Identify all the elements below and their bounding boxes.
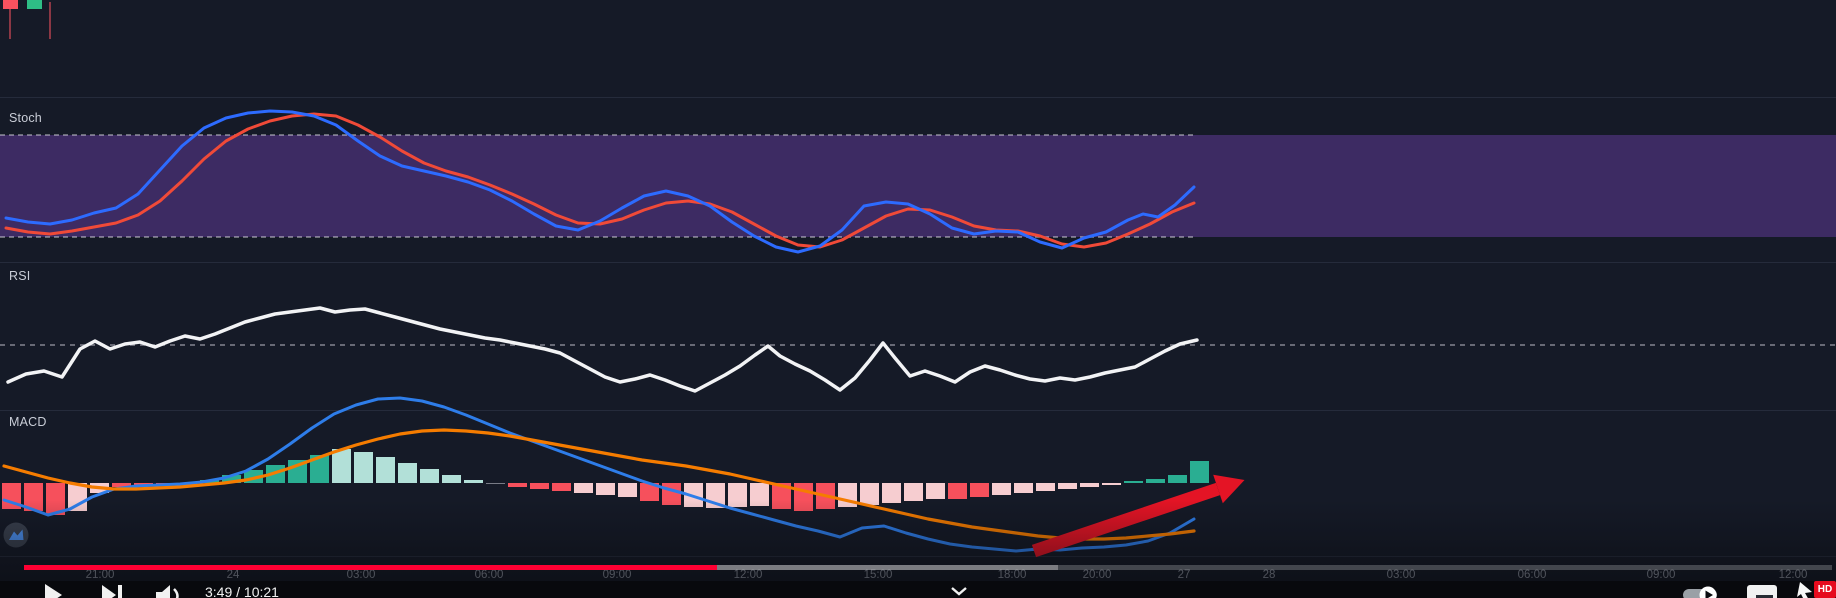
macd-histogram-bar (1036, 483, 1055, 491)
progress-buffered (717, 565, 1058, 570)
macd-histogram-bar (1146, 479, 1165, 483)
macd-histogram-bar (596, 483, 615, 495)
macd-histogram-bar (442, 475, 461, 483)
macd-histogram-bar (662, 483, 681, 505)
candle-body (27, 0, 42, 9)
annotation-arrow-head (1213, 474, 1245, 504)
macd-histogram-bar (376, 457, 395, 483)
pane-label-rsi: RSI (9, 269, 31, 283)
macd-histogram-bar (310, 455, 329, 483)
progress-remaining (1058, 565, 1832, 570)
player-controls-bar (0, 581, 1836, 598)
collapse-controls-button[interactable] (948, 585, 970, 598)
series-k (4, 109, 1196, 254)
macd-histogram-bar (574, 483, 593, 493)
play-button[interactable] (40, 583, 66, 598)
macd-histogram-bar (750, 483, 769, 506)
macd-histogram-bar (222, 475, 241, 483)
pane-label-stoch: Stoch (9, 111, 42, 125)
cursor-icon (1797, 582, 1812, 598)
macd-histogram-bar (926, 483, 945, 499)
time-display: 3:49 / 10:21 (205, 584, 279, 598)
series-macd (2, 396, 1196, 553)
macd-histogram-bar (970, 483, 989, 497)
macd-histogram-bar (508, 483, 527, 487)
macd-histogram-bar (332, 449, 351, 483)
play-icon (45, 584, 62, 598)
macd-histogram-bar (552, 483, 571, 491)
macd-histogram-bar (618, 483, 637, 497)
next-icon (118, 585, 122, 598)
progress-played (24, 565, 717, 570)
miniplayer-button[interactable] (1746, 584, 1779, 598)
macd-histogram-bar (1014, 483, 1033, 493)
progress-bar[interactable] (0, 565, 1836, 570)
stoch-band (0, 135, 1836, 237)
candle-body (3, 0, 18, 9)
macd-histogram-bar (530, 483, 549, 489)
autoplay-toggle[interactable] (1682, 585, 1722, 598)
macd-histogram-bar (1124, 481, 1143, 483)
mouse-cursor (1795, 582, 1815, 598)
macd-histogram-bar (948, 483, 967, 499)
volume-button[interactable] (155, 584, 189, 598)
macd-histogram-bar (794, 483, 813, 511)
autoplay-icon (1683, 586, 1717, 598)
macd-histogram-bar (112, 483, 131, 487)
next-button[interactable] (100, 584, 128, 598)
pane-label-macd: MACD (9, 415, 47, 429)
macd-histogram-bar (420, 469, 439, 483)
macd-histogram-bar (398, 463, 417, 483)
volume-icon (156, 585, 179, 598)
macd-histogram-bar (860, 483, 879, 505)
macd-histogram-bar (1102, 483, 1121, 485)
macd-histogram-bar (1168, 475, 1187, 483)
macd-histogram-bar (68, 483, 87, 511)
macd-histogram-bar (882, 483, 901, 503)
macd-histogram-bar (1190, 461, 1209, 483)
series-rsi (6, 306, 1199, 393)
miniplayer-icon (1747, 585, 1777, 598)
macd-histogram-bar (992, 483, 1011, 495)
macd-histogram-bar (464, 480, 483, 483)
macd-histogram-bar (1058, 483, 1077, 489)
macd-histogram-bar (728, 483, 747, 507)
hd-quality-badge: HD (1814, 581, 1836, 598)
macd-histogram-bar (486, 483, 505, 484)
chevron-down-icon (951, 587, 967, 596)
macd-histogram-bar (640, 483, 659, 501)
macd-histogram-bar (904, 483, 923, 501)
macd-histogram-bar (1080, 483, 1099, 487)
macd-histogram-bar (354, 452, 373, 483)
